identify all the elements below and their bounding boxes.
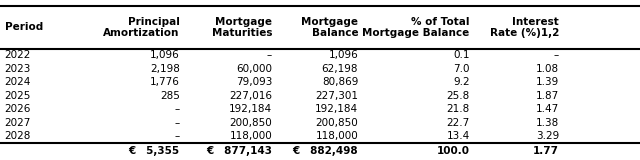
- Text: 60,000: 60,000: [236, 64, 272, 74]
- Text: –: –: [554, 50, 559, 60]
- Text: 227,016: 227,016: [229, 91, 272, 101]
- Text: 192,184: 192,184: [315, 104, 358, 114]
- Text: 1.87: 1.87: [536, 91, 559, 101]
- Text: 1.39: 1.39: [536, 77, 559, 87]
- Text: 100.0: 100.0: [436, 146, 470, 156]
- Text: Interest
Rate (%)1,2: Interest Rate (%)1,2: [490, 16, 559, 38]
- Text: –: –: [175, 131, 180, 141]
- Text: 118,000: 118,000: [316, 131, 358, 141]
- Text: Mortgage
Maturities: Mortgage Maturities: [212, 16, 272, 38]
- Text: % of Total
Mortgage Balance: % of Total Mortgage Balance: [362, 16, 470, 38]
- Text: 2028: 2028: [4, 131, 31, 141]
- Text: 9.2: 9.2: [453, 77, 470, 87]
- Text: 2026: 2026: [4, 104, 31, 114]
- Text: 227,301: 227,301: [316, 91, 358, 101]
- Text: 2025: 2025: [4, 91, 31, 101]
- Text: 200,850: 200,850: [316, 118, 358, 128]
- Text: 25.8: 25.8: [447, 91, 470, 101]
- Text: 80,869: 80,869: [322, 77, 358, 87]
- Text: €   5,355: € 5,355: [129, 146, 180, 156]
- Text: €   882,498: € 882,498: [292, 146, 358, 156]
- Text: 7.0: 7.0: [453, 64, 470, 74]
- Text: Period: Period: [4, 22, 43, 32]
- Text: 21.8: 21.8: [447, 104, 470, 114]
- Text: –: –: [175, 118, 180, 128]
- Text: 2,198: 2,198: [150, 64, 180, 74]
- Text: 1.08: 1.08: [536, 64, 559, 74]
- Text: Principal
Amortization: Principal Amortization: [104, 16, 180, 38]
- Text: 1,096: 1,096: [150, 50, 180, 60]
- Text: 2023: 2023: [4, 64, 31, 74]
- Text: 2024: 2024: [4, 77, 31, 87]
- Text: 79,093: 79,093: [236, 77, 272, 87]
- Text: –: –: [267, 50, 272, 60]
- Text: 62,198: 62,198: [322, 64, 358, 74]
- Text: 200,850: 200,850: [230, 118, 272, 128]
- Text: 192,184: 192,184: [229, 104, 272, 114]
- Text: 1,096: 1,096: [328, 50, 358, 60]
- Text: Mortgage
Balance: Mortgage Balance: [301, 16, 358, 38]
- Text: 22.7: 22.7: [447, 118, 470, 128]
- Text: –: –: [175, 104, 180, 114]
- Text: 1,776: 1,776: [150, 77, 180, 87]
- Text: 2027: 2027: [4, 118, 31, 128]
- Text: 3.29: 3.29: [536, 131, 559, 141]
- Text: 1.38: 1.38: [536, 118, 559, 128]
- Text: 118,000: 118,000: [230, 131, 272, 141]
- Text: 2022: 2022: [4, 50, 31, 60]
- Text: €   877,143: € 877,143: [206, 146, 272, 156]
- Text: 285: 285: [160, 91, 180, 101]
- Text: 1.47: 1.47: [536, 104, 559, 114]
- Text: 1.77: 1.77: [533, 146, 559, 156]
- Text: 0.1: 0.1: [453, 50, 470, 60]
- Text: 13.4: 13.4: [447, 131, 470, 141]
